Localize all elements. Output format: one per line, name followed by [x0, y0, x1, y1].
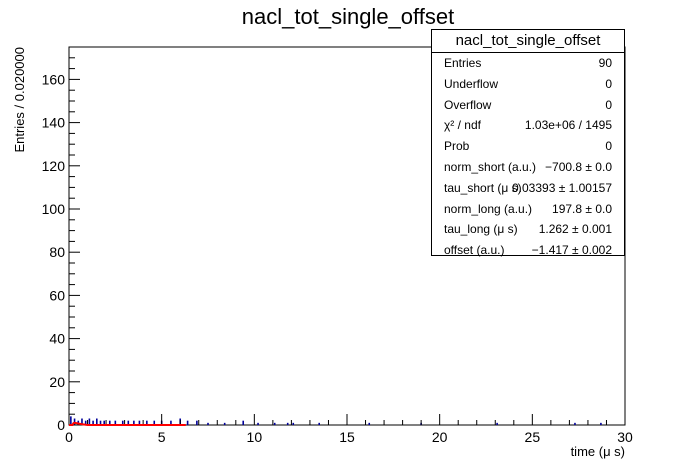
stats-value: 1.03e+06 / 1495 — [524, 118, 612, 133]
stats-value: −700.8 ± 0.0 — [545, 159, 612, 174]
stats-row: Underflow 0 — [432, 74, 624, 95]
histogram-bin — [114, 420, 117, 425]
stats-key: χ² / ndf — [444, 118, 481, 133]
histogram-bin — [127, 420, 130, 425]
stats-box: nacl_tot_single_offset Entries 90 Underflo… — [431, 29, 625, 257]
histogram-bin — [286, 422, 289, 425]
fit-curve — [69, 421, 186, 426]
stats-key: Prob — [444, 139, 470, 154]
stats-key: tau_long (μ s) — [444, 222, 518, 237]
stats-row: Overflow 0 — [432, 95, 624, 116]
histogram-bin — [146, 420, 148, 425]
stats-row: χ² / ndf 1.03e+06 / 1495 — [432, 115, 624, 136]
x-tick-label: 30 — [617, 429, 633, 445]
stats-value: 0.03393 ± 1.00157 — [511, 180, 612, 195]
x-tick-label: 10 — [247, 429, 263, 445]
stats-row: tau_long (μ s) 1.262 ± 0.001 — [432, 219, 624, 240]
stats-key: Entries — [444, 56, 482, 70]
histogram-bin — [196, 420, 198, 425]
histogram-bin — [368, 422, 371, 425]
histogram-bin — [133, 420, 135, 425]
histogram-bin — [292, 422, 295, 425]
stats-key: norm_short (a.u.) — [444, 159, 537, 174]
histogram-bin — [186, 420, 189, 425]
stats-key: Overflow — [444, 97, 492, 112]
y-tick-label: 160 — [42, 71, 66, 87]
histogram-bin — [318, 422, 320, 425]
stats-value: 0 — [605, 139, 612, 154]
histogram-bin — [273, 422, 276, 425]
histogram-bin — [70, 416, 72, 425]
x-tick-label: 25 — [525, 429, 541, 445]
y-tick-label: 120 — [42, 158, 66, 174]
stats-key: offset (a.u.) — [444, 243, 505, 258]
y-axis-label: Entries / 0.020000 — [12, 47, 27, 153]
x-tick-label: 0 — [65, 429, 73, 445]
x-tick-label: 5 — [158, 429, 166, 445]
histogram-bin — [96, 418, 98, 425]
chart-title: nacl_tot_single_offset — [242, 4, 454, 29]
stats-title: nacl_tot_single_offset — [432, 30, 624, 53]
stats-value: −1.417 ± 0.002 — [531, 243, 612, 258]
histogram-bin — [121, 420, 124, 425]
histogram-bin — [108, 420, 111, 425]
stats-row: Prob 0 — [432, 136, 624, 157]
stats-row: norm_short (a.u.) −700.8 ± 0.0 — [432, 157, 624, 178]
stats-value: 90 — [598, 56, 612, 70]
histogram-bars — [70, 416, 602, 425]
stats-rows: Entries 90 Underflow 0 Overflow 0 χ² / ndf 1.03… — [432, 53, 624, 261]
stats-row: norm_long (a.u.) 197.8 ± 0.0 — [432, 199, 624, 220]
histogram-bin — [84, 420, 87, 425]
histogram-bin — [242, 420, 245, 425]
stats-value: 0 — [605, 76, 612, 91]
histogram-bin — [170, 420, 172, 425]
histogram-bin — [92, 420, 94, 425]
stats-value: 197.8 ± 0.0 — [552, 201, 612, 216]
y-tick-label: 40 — [49, 331, 65, 347]
histogram-bin — [88, 418, 91, 425]
y-tick-label: 80 — [49, 244, 65, 260]
stats-value: 0 — [605, 97, 612, 112]
stats-key: norm_long (a.u.) — [444, 201, 533, 216]
histogram-bin — [207, 422, 209, 425]
histogram-bin — [574, 422, 576, 425]
y-tick-label: 140 — [42, 115, 66, 131]
stats-value: 1.262 ± 0.001 — [538, 222, 612, 237]
histogram-bin — [153, 420, 156, 425]
histogram-bin — [138, 420, 141, 425]
x-axis: 0 5 10 15 20 25 30 — [65, 414, 633, 445]
y-axis: 0 20 40 60 80 100 120 140 160 — [42, 46, 80, 433]
stats-row: tau_short (μ s) 0.03393 ± 1.00157 — [432, 178, 624, 199]
histogram-bin — [103, 420, 106, 425]
histogram-bin — [73, 418, 76, 425]
x-tick-label: 20 — [432, 429, 448, 445]
histogram-bin — [223, 422, 226, 425]
y-tick-label: 20 — [49, 374, 65, 390]
y-tick-label: 60 — [49, 287, 65, 303]
histogram-bin — [257, 422, 259, 425]
stats-key: tau_short (μ s) — [444, 180, 522, 195]
y-tick-label: 0 — [57, 417, 65, 433]
stats-row: offset (a.u.) −1.417 ± 0.002 — [432, 240, 624, 261]
y-tick-label: 100 — [42, 201, 66, 217]
histogram-bin — [600, 422, 602, 425]
x-tick-label: 15 — [339, 429, 355, 445]
histogram-bin — [81, 418, 83, 425]
stats-key: Underflow — [444, 76, 499, 91]
x-axis-label: time (μ s) — [571, 444, 625, 459]
histogram-bin — [496, 422, 498, 425]
histogram-bin — [99, 420, 102, 425]
stats-row: Entries 90 — [432, 53, 624, 74]
